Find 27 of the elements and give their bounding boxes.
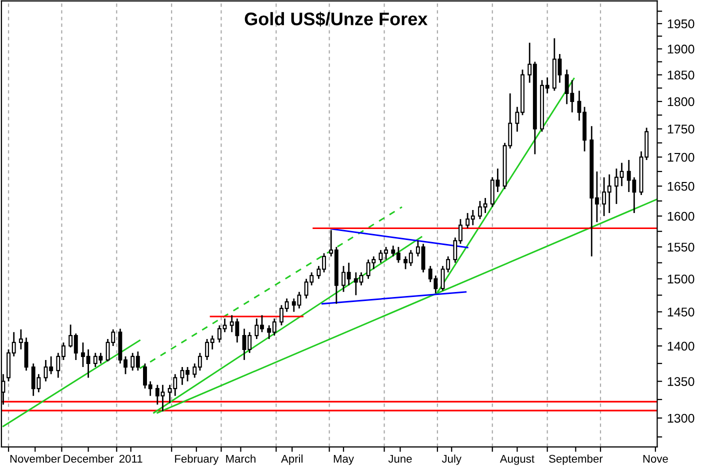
y-tick-label: 1700	[668, 152, 694, 162]
y-tick-label: 1950	[668, 19, 694, 28]
y-tick-label: 1350	[668, 377, 694, 386]
y-tick-label: 1400	[668, 342, 694, 351]
y-tick-label: 1500	[668, 274, 694, 284]
x-tick-label: May	[334, 454, 354, 465]
y-tick-label: 1550	[668, 242, 694, 252]
y-tick-label: 1800	[668, 97, 694, 106]
y-tick-label: 1300	[668, 414, 694, 423]
y-tick-label: 1900	[668, 44, 694, 54]
x-tick-label: December	[64, 454, 114, 463]
y-tick-label: 1850	[668, 70, 694, 80]
y-tick-label: 1450	[668, 308, 694, 316]
x-tick-label: April	[281, 454, 302, 465]
x-tick-label: June	[388, 454, 412, 463]
x-tick-label: Nove	[643, 454, 668, 463]
x-tick-label: February	[175, 454, 219, 465]
text: Gold US$/Unze Forex	[244, 12, 428, 27]
y-tick-label: 1750	[668, 124, 694, 134]
y-tick-label: 1650	[668, 182, 694, 191]
x-tick-label: March	[226, 454, 256, 463]
x-tick-label: September	[549, 454, 603, 465]
x-tick-label: 2011	[119, 454, 142, 463]
y-tick-label: 1600	[668, 212, 694, 221]
x-tick-label: August	[500, 454, 534, 465]
x-tick-label: November	[10, 454, 61, 463]
x-tick-label: July	[442, 454, 462, 465]
